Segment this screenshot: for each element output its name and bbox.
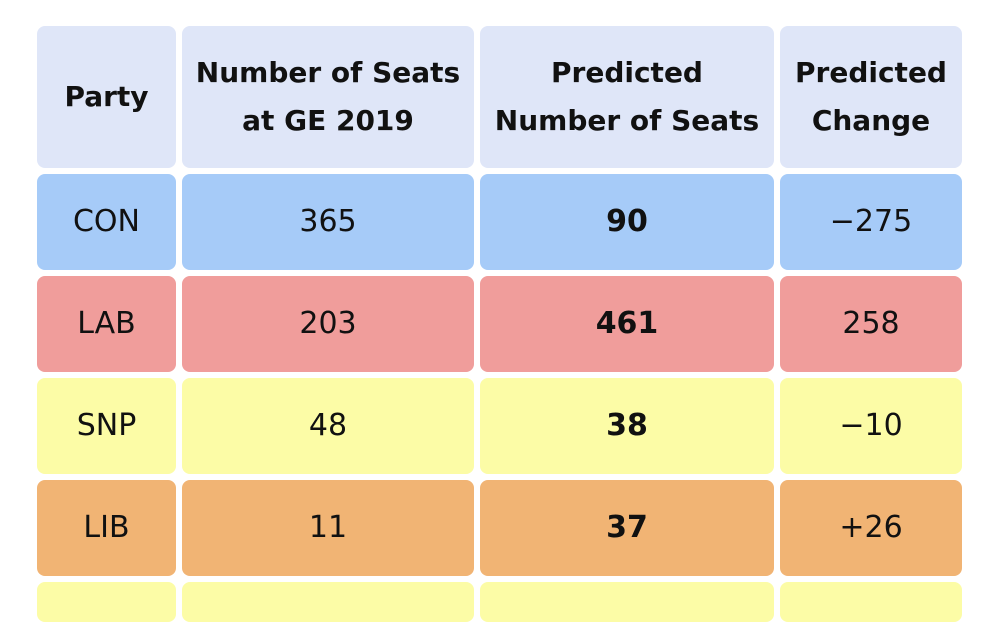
- cell-predicted-seats: 461: [480, 276, 774, 372]
- cell-predicted-seats: 38: [480, 378, 774, 474]
- cell-partial-row: [182, 582, 474, 622]
- cell-seats-2019: 11: [182, 480, 474, 576]
- cell-party: LAB: [37, 276, 176, 372]
- cell-seats-2019: 48: [182, 378, 474, 474]
- cell-partial-row: [480, 582, 774, 622]
- cell-party: LIB: [37, 480, 176, 576]
- cell-seats-2019: 203: [182, 276, 474, 372]
- cell-predicted-change: 258: [780, 276, 962, 372]
- cell-party: CON: [37, 174, 176, 270]
- header-party: Party: [37, 26, 176, 168]
- cell-predicted-seats: 37: [480, 480, 774, 576]
- header-predicted-seats: Predicted Number of Seats: [480, 26, 774, 168]
- cell-seats-2019: 365: [182, 174, 474, 270]
- cell-partial-row: [37, 582, 176, 622]
- header-predicted-change: Predicted Change: [780, 26, 962, 168]
- cell-predicted-change: −10: [780, 378, 962, 474]
- cell-predicted-seats: 90: [480, 174, 774, 270]
- cell-predicted-change: +26: [780, 480, 962, 576]
- cell-partial-row: [780, 582, 962, 622]
- seat-prediction-table: Party Number of Seats at GE 2019 Predict…: [37, 26, 962, 622]
- cell-predicted-change: −275: [780, 174, 962, 270]
- header-seats-2019: Number of Seats at GE 2019: [182, 26, 474, 168]
- cell-party: SNP: [37, 378, 176, 474]
